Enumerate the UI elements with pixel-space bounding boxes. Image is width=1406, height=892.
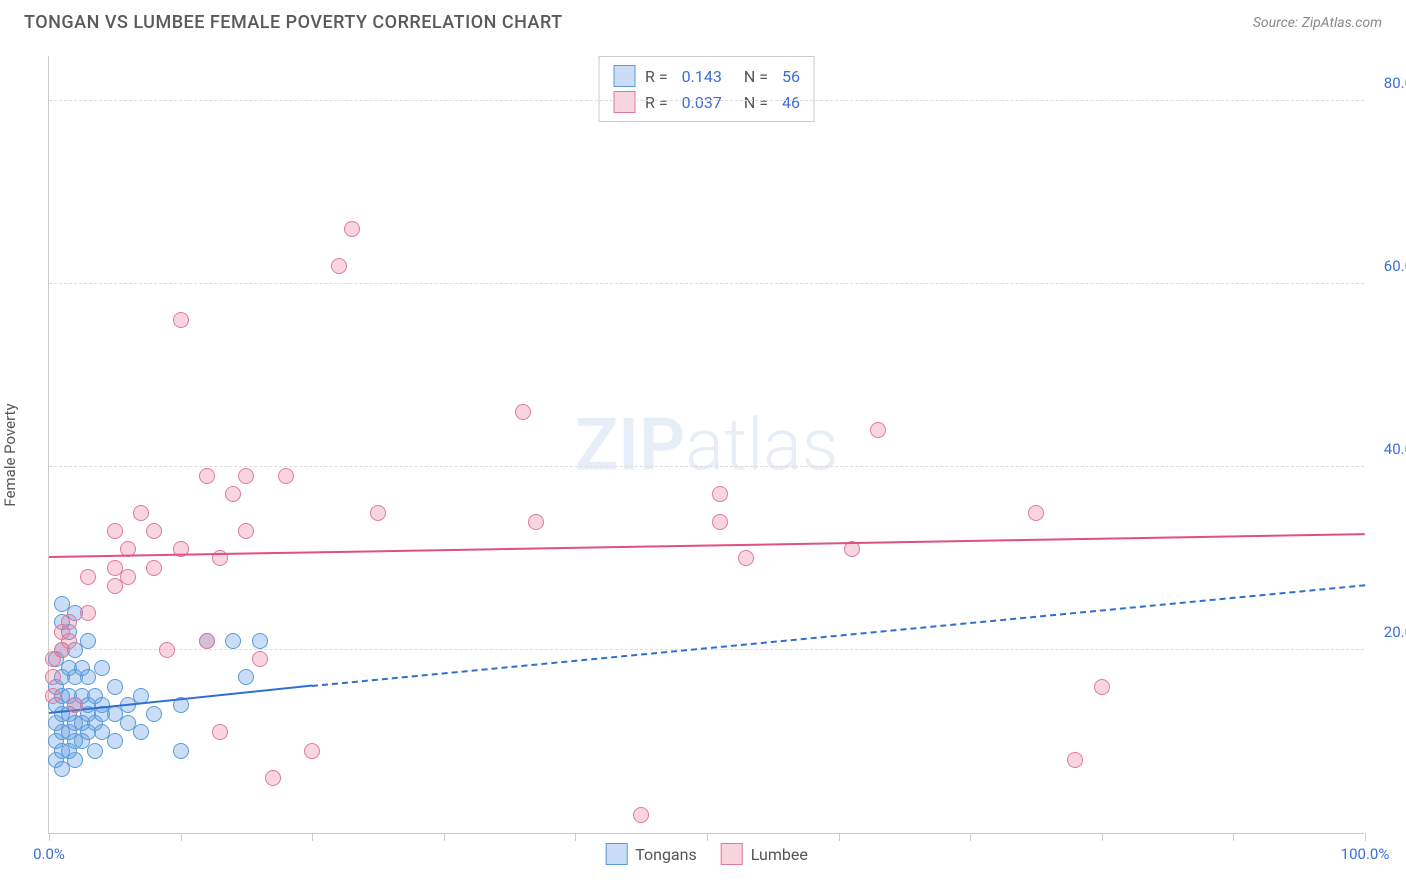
- y-tick-label: 20.0%: [1384, 623, 1406, 641]
- x-tick: [181, 833, 182, 841]
- source-label: Source: ZipAtlas.com: [1253, 15, 1382, 31]
- data-point: [146, 523, 162, 539]
- correlation-legend: R = 0.143 N = 56 R = 0.037 N = 46: [598, 56, 815, 122]
- data-point: [528, 514, 544, 530]
- data-point: [80, 605, 96, 621]
- data-point: [107, 523, 123, 539]
- legend-swatch: [605, 843, 627, 865]
- legend-r-label: R =: [645, 67, 668, 86]
- data-point: [173, 743, 189, 759]
- x-tick: [1365, 833, 1366, 841]
- data-point: [80, 633, 96, 649]
- x-tick: [1102, 833, 1103, 841]
- x-tick: [312, 833, 313, 841]
- legend-n-label: N =: [744, 67, 768, 86]
- data-point: [133, 505, 149, 521]
- data-point: [238, 669, 254, 685]
- x-tick: [970, 833, 971, 841]
- data-point: [238, 523, 254, 539]
- data-point: [304, 743, 320, 759]
- y-tick-label: 60.0%: [1384, 257, 1406, 275]
- data-point: [45, 688, 61, 704]
- data-point: [331, 258, 347, 274]
- legend-n-value: 46: [782, 93, 800, 112]
- legend-r-label: R =: [645, 93, 668, 112]
- data-point: [252, 651, 268, 667]
- data-point: [87, 743, 103, 759]
- data-point: [199, 633, 215, 649]
- legend-label: Lumbee: [751, 845, 808, 864]
- data-point: [870, 422, 886, 438]
- data-point: [1028, 505, 1044, 521]
- x-tick: [444, 833, 445, 841]
- data-point: [370, 505, 386, 521]
- y-tick-label: 40.0%: [1384, 440, 1406, 458]
- data-point: [225, 633, 241, 649]
- legend-n-value: 56: [782, 67, 800, 86]
- chart-header: TONGAN VS LUMBEE FEMALE POVERTY CORRELAT…: [0, 0, 1406, 41]
- data-point: [146, 560, 162, 576]
- gridline: [49, 466, 1364, 467]
- legend-item: Lumbee: [721, 843, 808, 865]
- legend-r-value: 0.037: [682, 93, 722, 112]
- series-legend: Tongans Lumbee: [605, 843, 808, 865]
- legend-label: Tongans: [635, 845, 697, 864]
- data-point: [225, 486, 241, 502]
- data-point: [45, 669, 61, 685]
- legend-n-label: N =: [744, 93, 768, 112]
- x-tick: [1233, 833, 1234, 841]
- x-tick-label: 100.0%: [1341, 845, 1390, 863]
- data-point: [80, 569, 96, 585]
- data-point: [1094, 679, 1110, 695]
- data-point: [515, 404, 531, 420]
- y-tick-label: 80.0%: [1384, 74, 1406, 92]
- data-point: [120, 569, 136, 585]
- data-point: [159, 642, 175, 658]
- trend-line-extrapolated: [312, 584, 1365, 687]
- legend-swatch: [721, 843, 743, 865]
- data-point: [1067, 752, 1083, 768]
- data-point: [61, 614, 77, 630]
- data-point: [133, 724, 149, 740]
- data-point: [94, 660, 110, 676]
- data-point: [278, 468, 294, 484]
- data-point: [633, 807, 649, 823]
- data-point: [107, 733, 123, 749]
- data-point: [212, 724, 228, 740]
- scatter-chart: ZIPatlas R =0.143N =56R =0.037N =46 Tong…: [48, 56, 1364, 834]
- data-point: [238, 468, 254, 484]
- legend-swatch: [613, 91, 635, 113]
- legend-row: R = 0.037 N = 46: [613, 89, 800, 115]
- x-tick: [49, 833, 50, 841]
- watermark: ZIPatlas: [575, 402, 839, 487]
- chart-title: TONGAN VS LUMBEE FEMALE POVERTY CORRELAT…: [24, 12, 563, 33]
- data-point: [107, 679, 123, 695]
- data-point: [199, 468, 215, 484]
- data-point: [67, 697, 83, 713]
- y-axis-label: Female Poverty: [1, 403, 19, 506]
- data-point: [61, 633, 77, 649]
- x-tick: [707, 833, 708, 841]
- legend-item: Tongans: [605, 843, 697, 865]
- data-point: [146, 706, 162, 722]
- x-tick-label: 0.0%: [33, 845, 65, 863]
- legend-row: R = 0.143 N = 56: [613, 63, 800, 89]
- gridline: [49, 100, 1364, 101]
- x-tick: [575, 833, 576, 841]
- data-point: [712, 514, 728, 530]
- data-point: [252, 633, 268, 649]
- data-point: [344, 221, 360, 237]
- legend-r-value: 0.143: [682, 67, 722, 86]
- legend-swatch: [613, 65, 635, 87]
- data-point: [712, 486, 728, 502]
- data-point: [173, 312, 189, 328]
- data-point: [265, 770, 281, 786]
- gridline: [49, 283, 1364, 284]
- data-point: [738, 550, 754, 566]
- x-tick: [839, 833, 840, 841]
- data-point: [67, 752, 83, 768]
